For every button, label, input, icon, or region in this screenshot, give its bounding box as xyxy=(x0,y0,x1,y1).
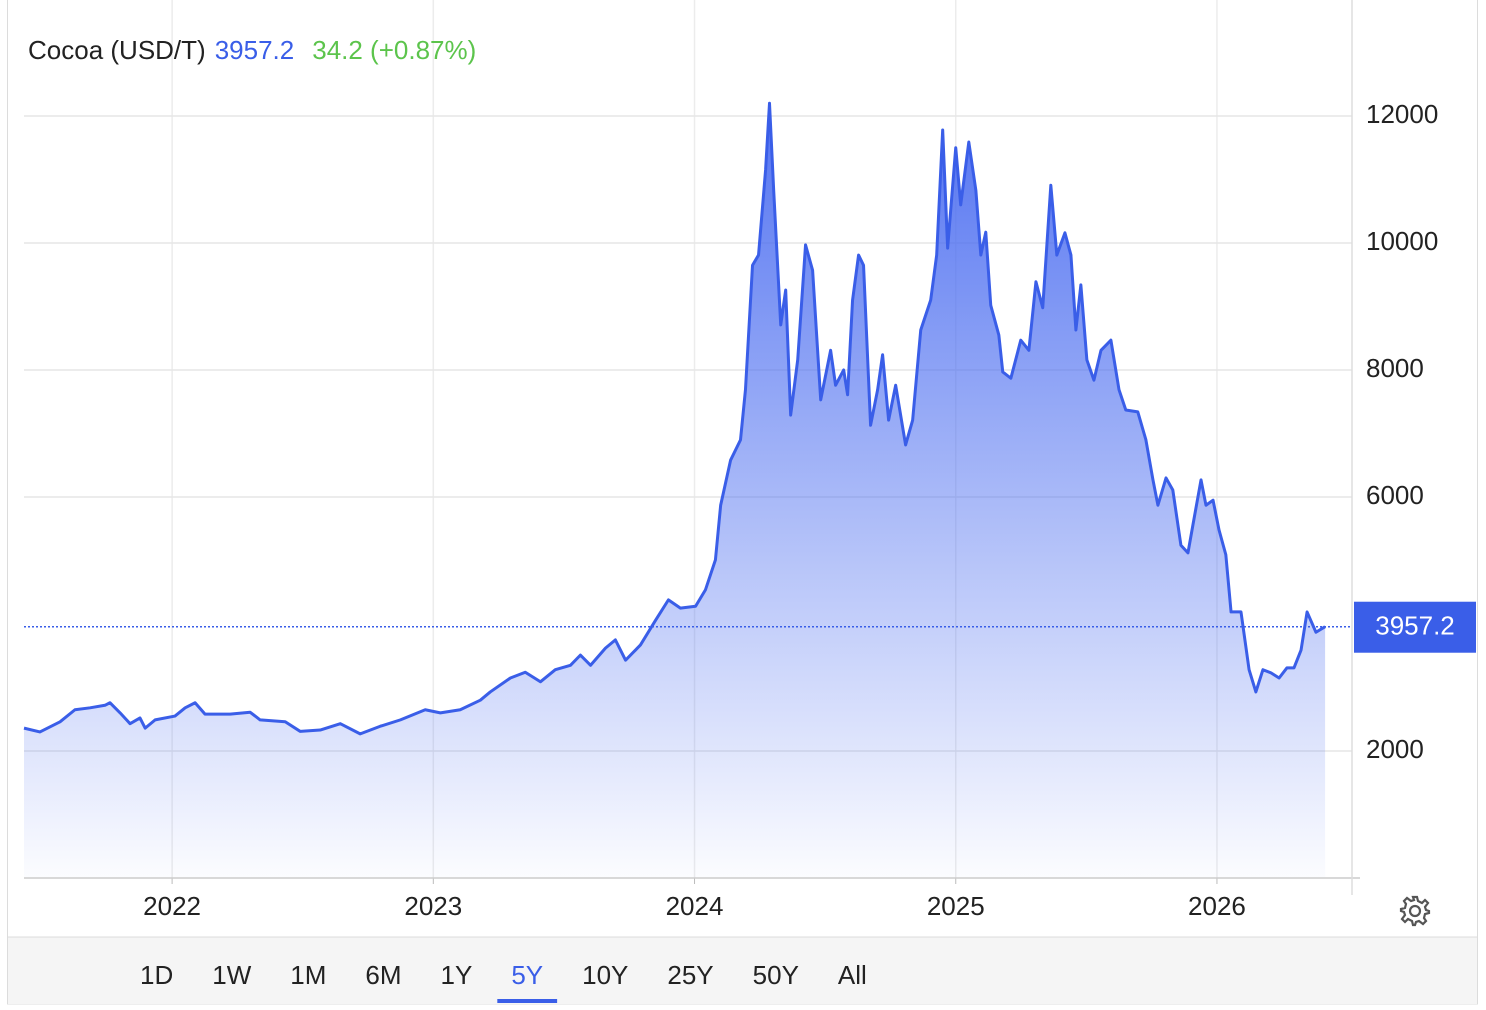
range-button[interactable]: 1Y xyxy=(441,960,473,990)
header: Cocoa (USD/T) 3957.2 34.2 (+0.87%) xyxy=(28,35,476,65)
range-button[interactable]: 6M xyxy=(365,960,401,990)
settings-icon[interactable] xyxy=(1399,895,1431,927)
range-button[interactable]: 10Y xyxy=(582,960,628,990)
last-value-box xyxy=(1354,601,1476,653)
y-tick-label: 6000 xyxy=(1366,480,1424,510)
chart-title: Cocoa (USD/T) xyxy=(28,35,206,65)
range-button[interactable]: All xyxy=(838,960,867,990)
gear-hub xyxy=(1408,904,1422,918)
range-buttons: 1D 1W 1M 6M 1Y 5Y 10Y 25Y 50Y All xyxy=(140,960,867,1003)
range-button[interactable]: 1W xyxy=(212,960,251,990)
change: 34.2 (+0.87%) xyxy=(312,35,476,65)
y-tick-label: 2000 xyxy=(1366,734,1424,764)
last-value-label: 3957.2 xyxy=(1375,611,1455,641)
y-tick-label: 8000 xyxy=(1366,353,1424,383)
last-value: 3957.2 xyxy=(215,35,295,65)
x-tick-label: 2026 xyxy=(1188,891,1246,921)
x-tick-label: 2023 xyxy=(404,891,462,921)
selected-underline xyxy=(497,999,558,1003)
gear xyxy=(1399,895,1431,927)
y-tick-label: 10000 xyxy=(1366,226,1438,256)
x-tick-label: 2024 xyxy=(666,891,724,921)
x-tick-label: 2025 xyxy=(927,891,985,921)
range-button[interactable]: 25Y xyxy=(667,960,713,990)
range-button[interactable]: 1M xyxy=(290,960,326,990)
plot-area: 2022 2023 2024 2025 2026 2000 6000 8000 10000 120… xyxy=(23,0,1476,921)
line xyxy=(23,101,1326,736)
area xyxy=(24,103,1326,879)
range-button[interactable]: 5Y xyxy=(511,960,543,990)
y-tick-label: 12000 xyxy=(1366,99,1438,129)
x-tick-label: 2022 xyxy=(143,891,201,921)
range-button[interactable]: 1D xyxy=(140,960,173,990)
range-button[interactable]: 50Y xyxy=(753,960,799,990)
range-bar xyxy=(8,937,1477,1004)
